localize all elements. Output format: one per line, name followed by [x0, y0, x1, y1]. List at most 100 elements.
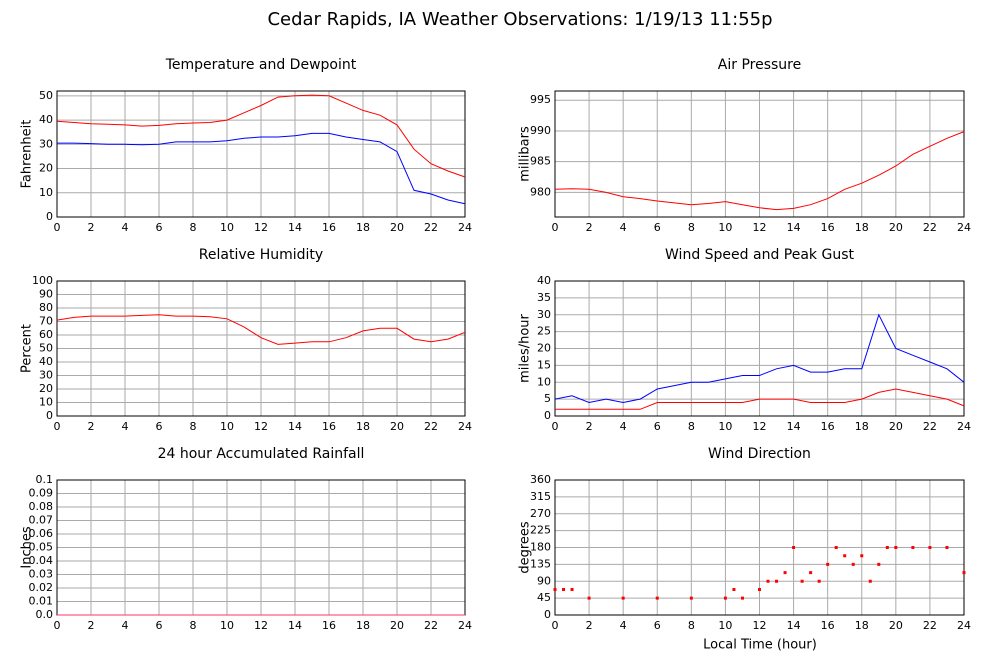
y-tick-label: 225 — [530, 524, 551, 537]
y-axis-label: Fahrenheit — [20, 120, 35, 189]
data-point — [553, 588, 557, 591]
y-tick-label: 990 — [530, 124, 551, 137]
x-tick-label: 18 — [356, 619, 370, 632]
x-tick-label: 6 — [654, 619, 661, 632]
x-tick-label: 14 — [288, 420, 302, 433]
data-point — [775, 579, 779, 583]
x-tick-label: 4 — [620, 420, 627, 433]
x-tick-label: 4 — [122, 619, 129, 632]
y-tick-label: 40 — [537, 274, 551, 287]
x-tick-label: 8 — [190, 619, 197, 632]
x-tick-label: 18 — [855, 619, 869, 632]
x-tick-label: 4 — [620, 221, 627, 234]
x-tick-label: 20 — [390, 619, 404, 632]
y-tick-label: 30 — [39, 137, 53, 150]
chart-title: Wind Direction — [708, 446, 811, 462]
x-tick-label: 4 — [122, 420, 129, 433]
x-tick-label: 20 — [390, 420, 404, 433]
x-tick-label: 22 — [923, 221, 937, 234]
data-point — [587, 596, 591, 600]
data-line — [57, 132, 466, 205]
data-point — [826, 562, 830, 566]
data-point — [621, 596, 625, 600]
x-tick-label: 8 — [688, 420, 695, 433]
x-tick-label: 0 — [552, 221, 559, 234]
x-tick-label: 6 — [156, 420, 163, 433]
x-tick-label: 2 — [88, 221, 95, 234]
x-tick-label: 24 — [957, 420, 971, 433]
y-tick-label: 70 — [39, 315, 53, 328]
y-tick-label: 30 — [39, 369, 53, 382]
x-tick-label: 2 — [88, 619, 95, 632]
y-tick-label: 20 — [39, 162, 53, 175]
x-tick-label: 16 — [821, 420, 835, 433]
y-tick-label: 5 — [544, 392, 551, 405]
x-tick-label: 14 — [288, 221, 302, 234]
x-tick-label: 24 — [458, 221, 472, 234]
y-tick-label: 40 — [39, 113, 53, 126]
x-tick-label: 2 — [586, 221, 593, 234]
data-point — [740, 596, 744, 600]
data-point — [868, 579, 872, 583]
data-point — [860, 554, 864, 558]
x-tick-label: 20 — [889, 221, 903, 234]
data-point — [655, 596, 659, 600]
x-tick-label: 22 — [923, 420, 937, 433]
x-tick-label: 10 — [718, 619, 732, 632]
y-tick-label: 0.1 — [36, 473, 54, 486]
y-tick-label: 0 — [544, 608, 551, 621]
x-tick-label: 0 — [54, 420, 61, 433]
x-tick-label: 16 — [322, 221, 336, 234]
x-tick-label: 18 — [356, 221, 370, 234]
x-tick-label: 8 — [688, 619, 695, 632]
plot-frame — [554, 280, 965, 417]
plot-frame — [554, 90, 965, 218]
data-point — [800, 579, 804, 583]
x-tick-label: 16 — [821, 619, 835, 632]
x-tick-label: 8 — [190, 221, 197, 234]
x-tick-label: 2 — [586, 420, 593, 433]
plot-frame — [554, 479, 965, 616]
x-tick-label: 10 — [220, 619, 234, 632]
y-tick-label: 270 — [530, 507, 551, 520]
y-tick-label: 60 — [39, 328, 53, 341]
data-point — [562, 588, 566, 591]
x-tick-label: 12 — [753, 420, 767, 433]
y-axis-label: millibars — [518, 126, 533, 182]
x-tick-label: 24 — [458, 420, 472, 433]
x-tick-label: 2 — [586, 619, 593, 632]
x-tick-label: 8 — [688, 221, 695, 234]
x-tick-label: 20 — [889, 619, 903, 632]
data-point — [962, 571, 966, 575]
x-tick-label: 12 — [254, 619, 268, 632]
chart-title: 24 hour Accumulated Rainfall — [158, 446, 365, 462]
data-point — [766, 579, 770, 583]
y-tick-label: 10 — [39, 396, 53, 409]
y-tick-label: 995 — [530, 93, 551, 106]
x-axis-label: Local Time (hour) — [703, 638, 817, 653]
data-point — [894, 546, 898, 549]
x-tick-label: 10 — [220, 420, 234, 433]
x-tick-label: 18 — [356, 420, 370, 433]
x-tick-label: 22 — [424, 221, 438, 234]
data-line — [555, 388, 965, 410]
y-tick-label: 100 — [32, 274, 53, 287]
y-tick-label: 0.0 — [36, 608, 54, 621]
data-point — [877, 562, 881, 566]
x-tick-label: 20 — [889, 420, 903, 433]
x-tick-label: 4 — [122, 221, 129, 234]
y-tick-label: 0.09 — [29, 487, 54, 500]
x-tick-label: 2 — [88, 420, 95, 433]
y-tick-label: 40 — [39, 355, 53, 368]
x-tick-label: 0 — [54, 221, 61, 234]
y-tick-label: 80 — [39, 301, 53, 314]
x-tick-label: 22 — [424, 420, 438, 433]
x-tick-label: 6 — [156, 221, 163, 234]
data-point — [809, 571, 813, 575]
y-tick-label: 0.08 — [29, 500, 54, 513]
x-tick-label: 14 — [787, 420, 801, 433]
y-tick-label: 0.06 — [29, 527, 54, 540]
y-tick-label: 0 — [544, 409, 551, 422]
x-tick-label: 0 — [552, 619, 559, 632]
